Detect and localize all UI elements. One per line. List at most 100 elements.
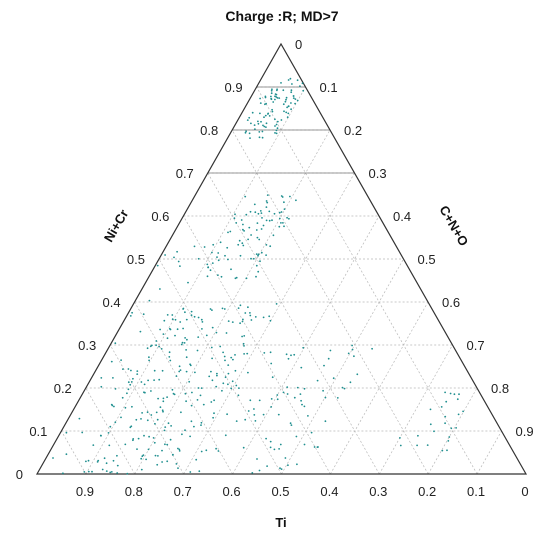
data-point <box>227 383 229 386</box>
data-point <box>91 470 93 473</box>
data-point <box>290 89 293 92</box>
data-point <box>153 441 156 444</box>
data-point <box>275 123 278 126</box>
data-point <box>177 447 179 450</box>
data-point <box>181 433 183 436</box>
data-point <box>185 370 188 373</box>
data-point <box>132 438 135 440</box>
left-tick-label: 0.7 <box>176 166 194 181</box>
data-point <box>216 372 218 375</box>
data-point <box>153 369 156 372</box>
data-point <box>456 398 459 401</box>
data-point <box>243 345 245 347</box>
data-point <box>275 132 278 135</box>
data-point <box>433 430 435 433</box>
data-point <box>265 126 267 128</box>
data-point <box>257 122 260 125</box>
right-tick-label: 0.3 <box>369 166 387 181</box>
data-point <box>131 405 133 408</box>
data-point <box>447 440 450 442</box>
data-point <box>280 222 282 224</box>
grid-line <box>427 387 478 475</box>
data-point <box>341 386 344 389</box>
data-point <box>332 377 335 380</box>
data-point <box>187 281 189 284</box>
data-point <box>216 256 218 258</box>
data-point <box>271 108 273 111</box>
data-point <box>258 469 261 472</box>
data-point <box>416 444 418 447</box>
data-point <box>211 251 213 254</box>
data-point <box>270 92 273 95</box>
data-point <box>150 414 153 416</box>
data-point <box>258 399 261 402</box>
data-point <box>179 265 181 267</box>
data-point <box>136 373 139 375</box>
data-point <box>126 472 129 475</box>
data-point <box>120 359 122 361</box>
data-point <box>177 467 179 469</box>
data-point <box>445 400 448 403</box>
data-point <box>286 393 289 395</box>
data-point <box>110 360 113 363</box>
data-point <box>174 334 176 337</box>
data-point <box>329 349 332 352</box>
data-point <box>148 356 150 359</box>
data-point <box>215 447 218 450</box>
data-point <box>269 245 272 248</box>
data-point <box>277 413 280 416</box>
data-point <box>130 369 132 372</box>
data-point <box>114 421 117 424</box>
data-point <box>226 246 229 249</box>
data-point <box>272 101 275 103</box>
data-point <box>316 379 319 382</box>
data-point <box>302 89 305 92</box>
data-point <box>202 403 205 406</box>
left-tick-label: 0.6 <box>151 209 169 224</box>
data-point <box>110 403 113 406</box>
data-point <box>141 412 144 414</box>
data-point <box>107 432 110 434</box>
data-point <box>249 314 252 317</box>
data-point <box>268 115 271 117</box>
data-point <box>146 419 149 422</box>
data-point <box>136 448 138 450</box>
data-point <box>294 102 296 105</box>
data-point <box>265 206 268 209</box>
data-point <box>276 398 279 401</box>
data-point <box>167 422 170 425</box>
data-point <box>441 449 444 452</box>
data-point <box>257 212 260 215</box>
data-point <box>290 102 292 104</box>
data-point <box>121 396 124 399</box>
data-point <box>234 369 237 372</box>
data-point <box>274 95 276 98</box>
data-point <box>286 116 289 119</box>
data-point <box>185 356 188 359</box>
data-point <box>256 458 258 460</box>
triangle-outline <box>35 42 528 475</box>
data-point <box>256 236 259 239</box>
data-point <box>161 461 164 463</box>
data-point <box>244 418 247 421</box>
data-point <box>258 238 261 241</box>
data-point <box>237 394 240 397</box>
data-point <box>290 354 292 357</box>
data-point <box>169 438 172 441</box>
data-point <box>195 458 198 461</box>
data-point <box>97 459 100 462</box>
data-point <box>455 427 457 429</box>
data-point <box>212 243 215 246</box>
data-point <box>114 388 117 390</box>
data-point <box>132 377 134 380</box>
data-point <box>275 93 278 96</box>
data-point <box>255 253 258 256</box>
bottom-tick-label: 0.3 <box>369 484 387 499</box>
grid-line <box>378 344 453 475</box>
right-tick-label: 0.2 <box>344 123 362 138</box>
data-point <box>162 397 165 400</box>
data-point <box>109 425 112 428</box>
data-point <box>353 355 355 358</box>
data-point <box>265 122 268 125</box>
data-point <box>266 194 269 197</box>
